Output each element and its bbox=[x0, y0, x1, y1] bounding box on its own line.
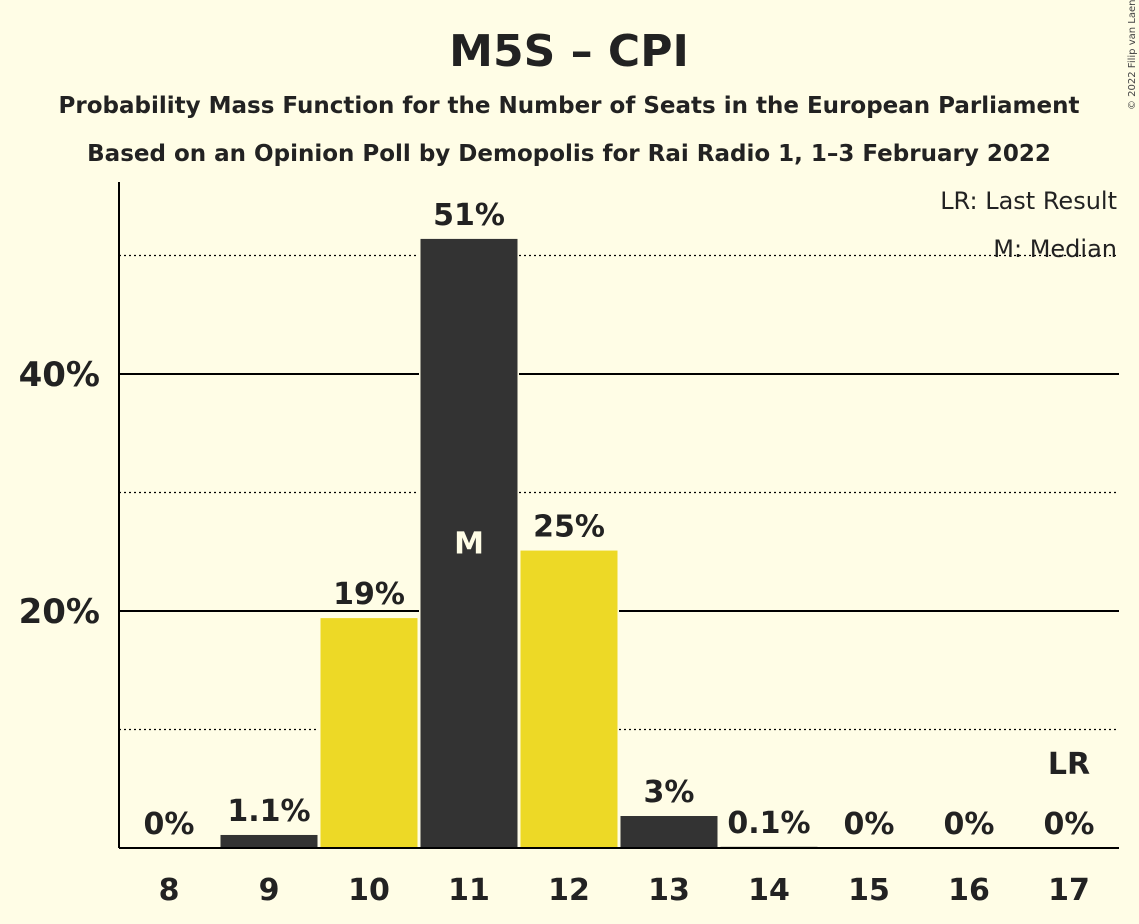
bar-11 bbox=[420, 238, 518, 848]
legend-last-result: LR: Last Result bbox=[940, 187, 1117, 215]
data-label-16: 0% bbox=[944, 807, 995, 842]
bar-12 bbox=[520, 550, 618, 848]
data-label-15: 0% bbox=[844, 807, 895, 842]
x-tick-label-10: 10 bbox=[348, 873, 390, 908]
data-label-13: 3% bbox=[644, 775, 695, 810]
data-label-11: 51% bbox=[433, 198, 505, 233]
x-tick-label-16: 16 bbox=[948, 873, 990, 908]
data-label-10: 19% bbox=[333, 577, 405, 612]
bar-10 bbox=[320, 618, 418, 848]
data-label-9: 1.1% bbox=[227, 794, 310, 829]
bars bbox=[219, 237, 819, 848]
data-label-17: 0% bbox=[1044, 807, 1095, 842]
x-tick-label-14: 14 bbox=[748, 873, 790, 908]
median-marker: M bbox=[454, 526, 484, 561]
legend-median: M: Median bbox=[993, 235, 1117, 263]
bar-13 bbox=[620, 816, 718, 848]
x-tick-label-9: 9 bbox=[259, 873, 280, 908]
x-tick-label-15: 15 bbox=[848, 873, 890, 908]
x-tick-label-11: 11 bbox=[448, 873, 490, 908]
data-label-8: 0% bbox=[144, 807, 195, 842]
x-tick-label-12: 12 bbox=[548, 873, 590, 908]
x-tick-label-8: 8 bbox=[159, 873, 180, 908]
y-tick-label: 20% bbox=[19, 592, 100, 632]
data-label-14: 0.1% bbox=[727, 806, 810, 841]
data-label-12: 25% bbox=[533, 510, 605, 545]
x-tick-label-17: 17 bbox=[1048, 873, 1090, 908]
data-labels: 0% 1.1% 19% 51% M 25% 3% 0.1% 0% 0% 0% LR bbox=[144, 198, 1095, 842]
x-tick-label-13: 13 bbox=[648, 873, 690, 908]
copyright-text: © 2022 Filip van Laenen bbox=[1127, 0, 1138, 110]
y-tick-label: 40% bbox=[19, 355, 100, 395]
chart-subtitle-2: Based on an Opinion Poll by Demopolis fo… bbox=[87, 141, 1051, 167]
chart-title: M5S – CPI bbox=[449, 26, 689, 77]
chart-subtitle-1: Probability Mass Function for the Number… bbox=[59, 93, 1080, 119]
axes: 20% 40% 8 9 10 11 12 13 14 15 16 17 bbox=[19, 182, 1119, 908]
bar-9 bbox=[220, 834, 318, 848]
bar-gap bbox=[719, 845, 819, 848]
last-result-marker: LR bbox=[1048, 747, 1090, 782]
